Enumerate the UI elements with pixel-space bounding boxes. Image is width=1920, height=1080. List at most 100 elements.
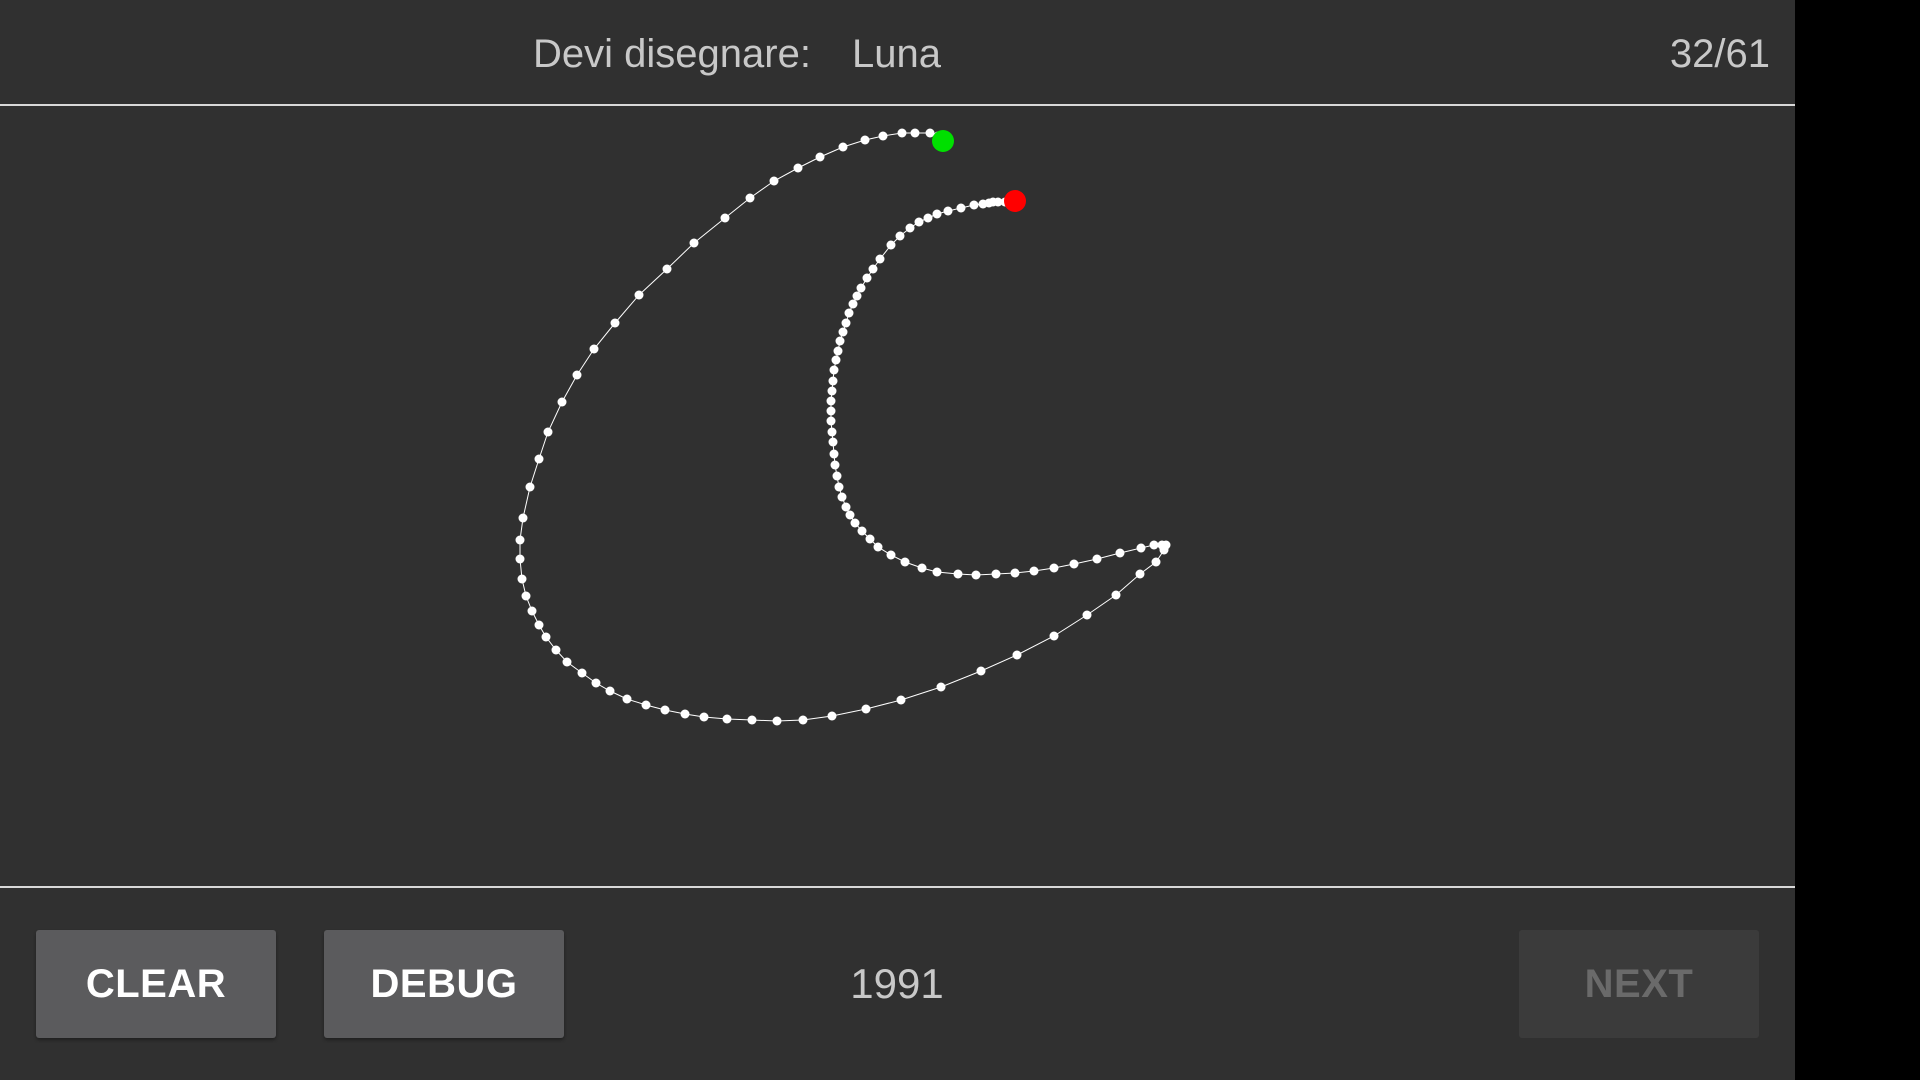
- stroke-point: [527, 606, 537, 616]
- stroke-point: [956, 203, 966, 213]
- stroke-point: [848, 299, 858, 309]
- stroke-point: [827, 427, 837, 437]
- stroke-point: [1012, 650, 1022, 660]
- stroke-point: [660, 705, 670, 715]
- stroke-point: [841, 502, 851, 512]
- stroke-point: [769, 176, 779, 186]
- stroke-point: [826, 416, 836, 426]
- stroke-point: [1082, 610, 1092, 620]
- stroke-point: [826, 396, 836, 406]
- stroke-point: [1157, 540, 1167, 550]
- stroke-point: [943, 206, 953, 216]
- stroke-point: [857, 526, 867, 536]
- stroke-point: [844, 308, 854, 318]
- stroke-point: [833, 346, 843, 356]
- stroke-point: [886, 550, 896, 560]
- stroke-point: [845, 510, 855, 520]
- stroke-point: [680, 709, 690, 719]
- drawing-svg[interactable]: [0, 106, 1795, 886]
- stroke-point: [1069, 559, 1079, 569]
- stroke-point: [1151, 557, 1161, 567]
- stroke-point: [572, 370, 582, 380]
- stroke-point: [722, 714, 732, 724]
- stroke-point: [838, 327, 848, 337]
- stroke-point: [923, 213, 933, 223]
- stroke-point: [591, 678, 601, 688]
- prompt-word: Luna: [852, 32, 941, 76]
- stroke-point: [815, 152, 825, 162]
- stroke-point: [515, 535, 525, 545]
- stroke-point: [895, 231, 905, 241]
- stroke-point: [610, 318, 620, 328]
- stroke-point: [969, 200, 979, 210]
- drawing-canvas[interactable]: [0, 106, 1795, 886]
- header-divider: [0, 104, 1795, 106]
- stroke-point: [534, 454, 544, 464]
- stroke-point: [834, 482, 844, 492]
- stroke-point: [1092, 554, 1102, 564]
- stroke-point: [1049, 563, 1059, 573]
- progress-counter: 32/61: [1669, 32, 1770, 76]
- stroke-point: [605, 686, 615, 696]
- score-value: 1991: [850, 960, 944, 1007]
- drawing-app: Devi disegnare: Luna 32/61 CLEAR DEBUG 1…: [0, 0, 1795, 1080]
- prompt-label: Devi disegnare:: [533, 32, 811, 76]
- stroke-point: [932, 567, 942, 577]
- stroke-point: [841, 318, 851, 328]
- stroke-point: [518, 513, 528, 523]
- stroke-point: [662, 264, 672, 274]
- stroke-point: [720, 213, 730, 223]
- stroke-point: [875, 254, 885, 264]
- stroke-point: [634, 290, 644, 300]
- stroke-point: [976, 666, 986, 676]
- stroke-point: [1136, 543, 1146, 553]
- stroke-point: [689, 238, 699, 248]
- stroke-point: [543, 427, 553, 437]
- stroke-point: [905, 223, 915, 233]
- stroke-point: [900, 557, 910, 567]
- stroke-point: [577, 668, 587, 678]
- stroke-point: [747, 715, 757, 725]
- next-button[interactable]: NEXT: [1519, 930, 1759, 1038]
- clear-button[interactable]: CLEAR: [36, 930, 276, 1038]
- stroke-point: [993, 197, 1003, 207]
- stroke-point: [828, 437, 838, 447]
- stroke-point: [525, 482, 535, 492]
- stroke-point: [1135, 569, 1145, 579]
- stroke-point: [517, 574, 527, 584]
- debug-button[interactable]: DEBUG: [324, 930, 564, 1038]
- stroke-end-marker: [1004, 190, 1026, 212]
- stroke-point: [557, 397, 567, 407]
- stroke-point: [860, 135, 870, 145]
- stroke-point: [856, 283, 866, 293]
- stroke-point: [832, 471, 842, 481]
- stroke-point: [772, 716, 782, 726]
- stroke-point: [831, 355, 841, 365]
- stroke-point: [830, 460, 840, 470]
- footer-divider: [0, 886, 1795, 888]
- stroke-point: [835, 336, 845, 346]
- stroke-point: [852, 291, 862, 301]
- stroke-point: [521, 591, 531, 601]
- stroke-point: [917, 563, 927, 573]
- stroke-points: [515, 128, 1171, 726]
- header: Devi disegnare: Luna 32/61: [0, 0, 1795, 105]
- stroke-point: [936, 682, 946, 692]
- stroke-point: [910, 128, 920, 138]
- stroke-point: [971, 570, 981, 580]
- stroke-point: [793, 163, 803, 173]
- stroke-point: [868, 264, 878, 274]
- stroke-point: [829, 449, 839, 459]
- stroke-point: [827, 711, 837, 721]
- stroke-point: [1029, 566, 1039, 576]
- stroke-point: [837, 492, 847, 502]
- stroke-point: [991, 569, 1001, 579]
- stroke-point: [896, 695, 906, 705]
- stroke-point: [699, 712, 709, 722]
- stroke-point: [1010, 568, 1020, 578]
- stroke-point: [828, 376, 838, 386]
- stroke-point: [541, 632, 551, 642]
- stroke-point: [873, 542, 883, 552]
- stroke-point: [953, 569, 963, 579]
- stroke-point: [897, 128, 907, 138]
